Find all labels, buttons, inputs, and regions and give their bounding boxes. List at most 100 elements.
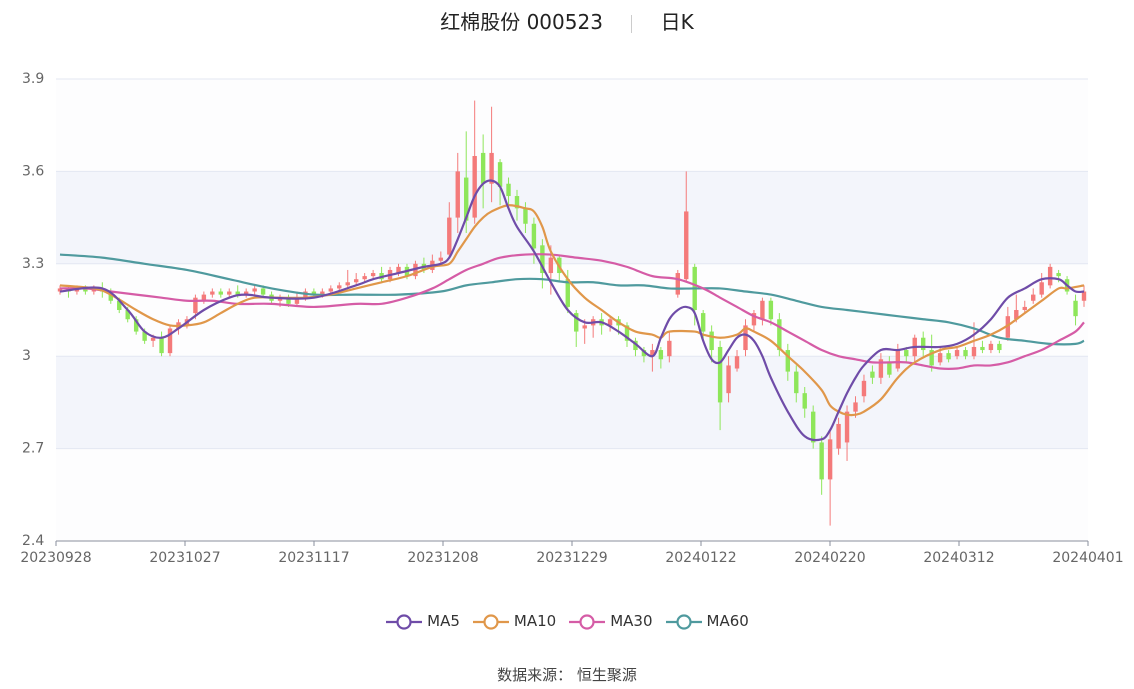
candle-down[interactable]	[904, 350, 909, 357]
candle-up[interactable]	[210, 291, 215, 295]
candle-down[interactable]	[794, 371, 799, 394]
candle-up[interactable]	[362, 276, 367, 280]
candle-up[interactable]	[607, 319, 613, 326]
candle-down[interactable]	[785, 350, 791, 372]
candle-down[interactable]	[980, 346, 985, 351]
candle-down[interactable]	[870, 371, 875, 378]
candle-up[interactable]	[320, 291, 325, 295]
candle-down[interactable]	[506, 183, 511, 197]
candle-down[interactable]	[819, 442, 824, 480]
candle-up[interactable]	[844, 411, 850, 443]
candle-up[interactable]	[1081, 291, 1087, 301]
candle-down[interactable]	[929, 350, 934, 366]
legend-item-ma30[interactable]: MA30	[568, 612, 653, 630]
candle-down[interactable]	[709, 331, 714, 351]
candle-up[interactable]	[227, 291, 232, 295]
candle-down[interactable]	[802, 393, 807, 409]
candle-down[interactable]	[658, 350, 664, 360]
candle-down[interactable]	[1056, 273, 1061, 277]
candle-down[interactable]	[540, 245, 545, 274]
candle-up[interactable]	[472, 156, 477, 218]
candle-up[interactable]	[1031, 294, 1036, 301]
candle-down[interactable]	[83, 288, 88, 292]
candle-down[interactable]	[565, 279, 570, 307]
candle-up[interactable]	[667, 340, 672, 357]
candle-down[interactable]	[311, 291, 317, 295]
candle-down[interactable]	[531, 223, 537, 249]
candle-down[interactable]	[235, 291, 240, 295]
candle-down[interactable]	[497, 162, 503, 187]
candle-down[interactable]	[117, 300, 122, 310]
candle-up[interactable]	[1039, 282, 1044, 295]
candle-up[interactable]	[1005, 316, 1011, 338]
candle-up[interactable]	[853, 402, 858, 412]
candle-up[interactable]	[1022, 306, 1027, 310]
candle-down[interactable]	[523, 208, 528, 224]
legend-item-ma5[interactable]: MA5	[385, 612, 460, 630]
candle-down[interactable]	[633, 340, 638, 351]
candle-up[interactable]	[337, 285, 342, 289]
candle-up[interactable]	[684, 211, 689, 280]
candle-up[interactable]	[971, 346, 977, 357]
candle-up[interactable]	[370, 273, 376, 277]
candle-up[interactable]	[760, 300, 765, 320]
candle-down[interactable]	[480, 152, 486, 184]
candle-down[interactable]	[108, 291, 113, 301]
candle-up[interactable]	[937, 353, 943, 363]
candle-up[interactable]	[438, 257, 444, 261]
candle-up[interactable]	[193, 297, 198, 314]
candle-down[interactable]	[921, 337, 926, 351]
candle-down[interactable]	[159, 337, 164, 354]
candle-up[interactable]	[243, 291, 249, 295]
candle-up[interactable]	[345, 282, 350, 286]
candle-down[interactable]	[700, 313, 706, 332]
candle-up[interactable]	[353, 279, 359, 283]
candle-up[interactable]	[743, 325, 748, 351]
candle-up[interactable]	[489, 152, 494, 184]
candle-up[interactable]	[734, 356, 740, 369]
candle-up[interactable]	[150, 337, 156, 341]
candle-up[interactable]	[1014, 310, 1019, 320]
legend-item-ma60[interactable]: MA60	[665, 612, 749, 630]
candle-down[interactable]	[260, 288, 266, 295]
kline-chart[interactable]: 2.4 2.7 3 3.3 3.6 3.9 20230928 20231027 2023111…	[0, 0, 1134, 610]
candle-down[interactable]	[1073, 300, 1078, 317]
candle-down[interactable]	[963, 350, 968, 357]
candle-down[interactable]	[997, 343, 1002, 351]
candle-down[interactable]	[142, 331, 147, 341]
candle-down[interactable]	[768, 300, 774, 320]
candle-down[interactable]	[133, 319, 139, 332]
candle-up[interactable]	[827, 439, 833, 480]
candle-down[interactable]	[641, 350, 647, 357]
legend-item-ma10[interactable]: MA10	[472, 612, 556, 630]
candle-up[interactable]	[167, 328, 173, 354]
candle-up[interactable]	[252, 288, 257, 292]
candle-up[interactable]	[650, 350, 655, 357]
candle-up[interactable]	[294, 297, 300, 304]
candle-down[interactable]	[946, 353, 951, 360]
candle-down[interactable]	[218, 291, 223, 295]
candle-up[interactable]	[582, 325, 587, 329]
candle-up[interactable]	[201, 294, 207, 301]
candle-up[interactable]	[675, 273, 680, 295]
candle-down[interactable]	[514, 196, 520, 209]
candle-up[interactable]	[751, 313, 757, 326]
candle-up[interactable]	[954, 350, 960, 357]
candle-up[interactable]	[548, 257, 554, 274]
candle-up[interactable]	[878, 359, 884, 378]
candle-up[interactable]	[1047, 266, 1053, 286]
candle-down[interactable]	[574, 313, 579, 332]
candle-down[interactable]	[624, 325, 630, 341]
candle-up[interactable]	[447, 217, 452, 255]
candle-up[interactable]	[988, 343, 994, 351]
candle-down[interactable]	[887, 362, 892, 375]
candle-up[interactable]	[57, 288, 63, 292]
candle-up[interactable]	[836, 423, 841, 449]
candle-down[interactable]	[777, 319, 782, 351]
candle-up[interactable]	[396, 266, 401, 274]
candle-up[interactable]	[455, 171, 460, 218]
candle-up[interactable]	[895, 350, 901, 369]
candle-down[interactable]	[125, 310, 130, 320]
candle-down[interactable]	[464, 177, 469, 221]
candle-down[interactable]	[717, 346, 723, 403]
